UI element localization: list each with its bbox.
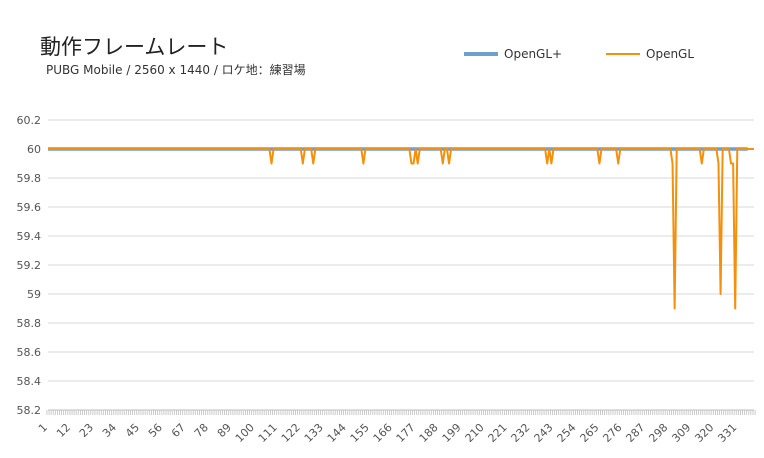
x-tick-label-21: 232 [509, 421, 533, 445]
y-tick-label-5: 59.2 [17, 259, 42, 272]
y-tick-label-4: 59.4 [17, 230, 42, 243]
series-line-opengl [48, 148, 754, 310]
legend-item-opengl: OpenGL [606, 46, 694, 62]
x-tick-label-14: 155 [348, 421, 372, 445]
y-tick-label-1: 60 [27, 143, 41, 156]
y-tick-label-3: 59.6 [17, 201, 42, 214]
x-tick-label-13: 144 [325, 421, 349, 445]
x-tick-label-23: 254 [555, 421, 579, 445]
x-tick-label-1: 12 [54, 421, 73, 440]
x-tick-label-26: 287 [623, 421, 647, 445]
x-tick-label-25: 276 [600, 421, 624, 445]
legend-item-opengl-plus: OpenGL+ [464, 46, 562, 62]
x-tick-label-7: 78 [192, 421, 211, 440]
legend-swatch-opengl-plus [464, 52, 498, 56]
x-tick-label-28: 309 [669, 421, 693, 445]
x-tick-label-0: 1 [36, 421, 50, 435]
x-tick-label-27: 298 [646, 421, 670, 445]
x-tick-label-17: 188 [417, 421, 441, 445]
y-tick-label-6: 59 [27, 288, 41, 301]
x-tick-label-3: 34 [100, 421, 119, 440]
x-tick-label-15: 166 [371, 421, 395, 445]
x-tick-label-16: 177 [394, 421, 418, 445]
x-tick-label-24: 265 [578, 421, 602, 445]
legend-swatch-opengl [606, 53, 640, 55]
chart-subtitle: PUBG Mobile / 2560 x 1440 / ロケ地：練習場 [46, 63, 306, 77]
x-tick-label-11: 122 [279, 421, 303, 445]
x-tick-label-12: 133 [302, 421, 326, 445]
x-tick-label-9: 100 [233, 421, 257, 445]
chart-title: 動作フレームレート [40, 35, 229, 59]
x-tick-label-6: 67 [169, 421, 188, 440]
x-tick-label-29: 320 [692, 421, 716, 445]
x-tick-label-20: 221 [486, 421, 510, 445]
x-tick-label-8: 89 [215, 421, 234, 440]
legend-label-opengl-plus: OpenGL+ [504, 47, 563, 61]
x-tick-label-2: 23 [77, 421, 96, 440]
x-tick-marks [46, 410, 756, 415]
y-tick-label-0: 60.2 [17, 114, 42, 127]
x-tick-label-22: 243 [532, 421, 556, 445]
y-tick-label-2: 59.8 [17, 172, 42, 185]
x-tick-label-10: 111 [256, 421, 280, 445]
y-tick-label-10: 58.2 [17, 404, 42, 417]
legend-label-opengl: OpenGL [646, 47, 695, 61]
y-tick-label-9: 58.4 [17, 375, 42, 388]
x-tick-label-30: 331 [715, 421, 739, 445]
x-tick-label-18: 199 [440, 421, 464, 445]
x-tick-label-19: 210 [463, 421, 487, 445]
x-tick-label-4: 45 [123, 421, 142, 440]
y-tick-label-7: 58.8 [17, 317, 42, 330]
y-tick-label-8: 58.6 [17, 346, 42, 359]
x-tick-label-5: 56 [146, 421, 165, 440]
